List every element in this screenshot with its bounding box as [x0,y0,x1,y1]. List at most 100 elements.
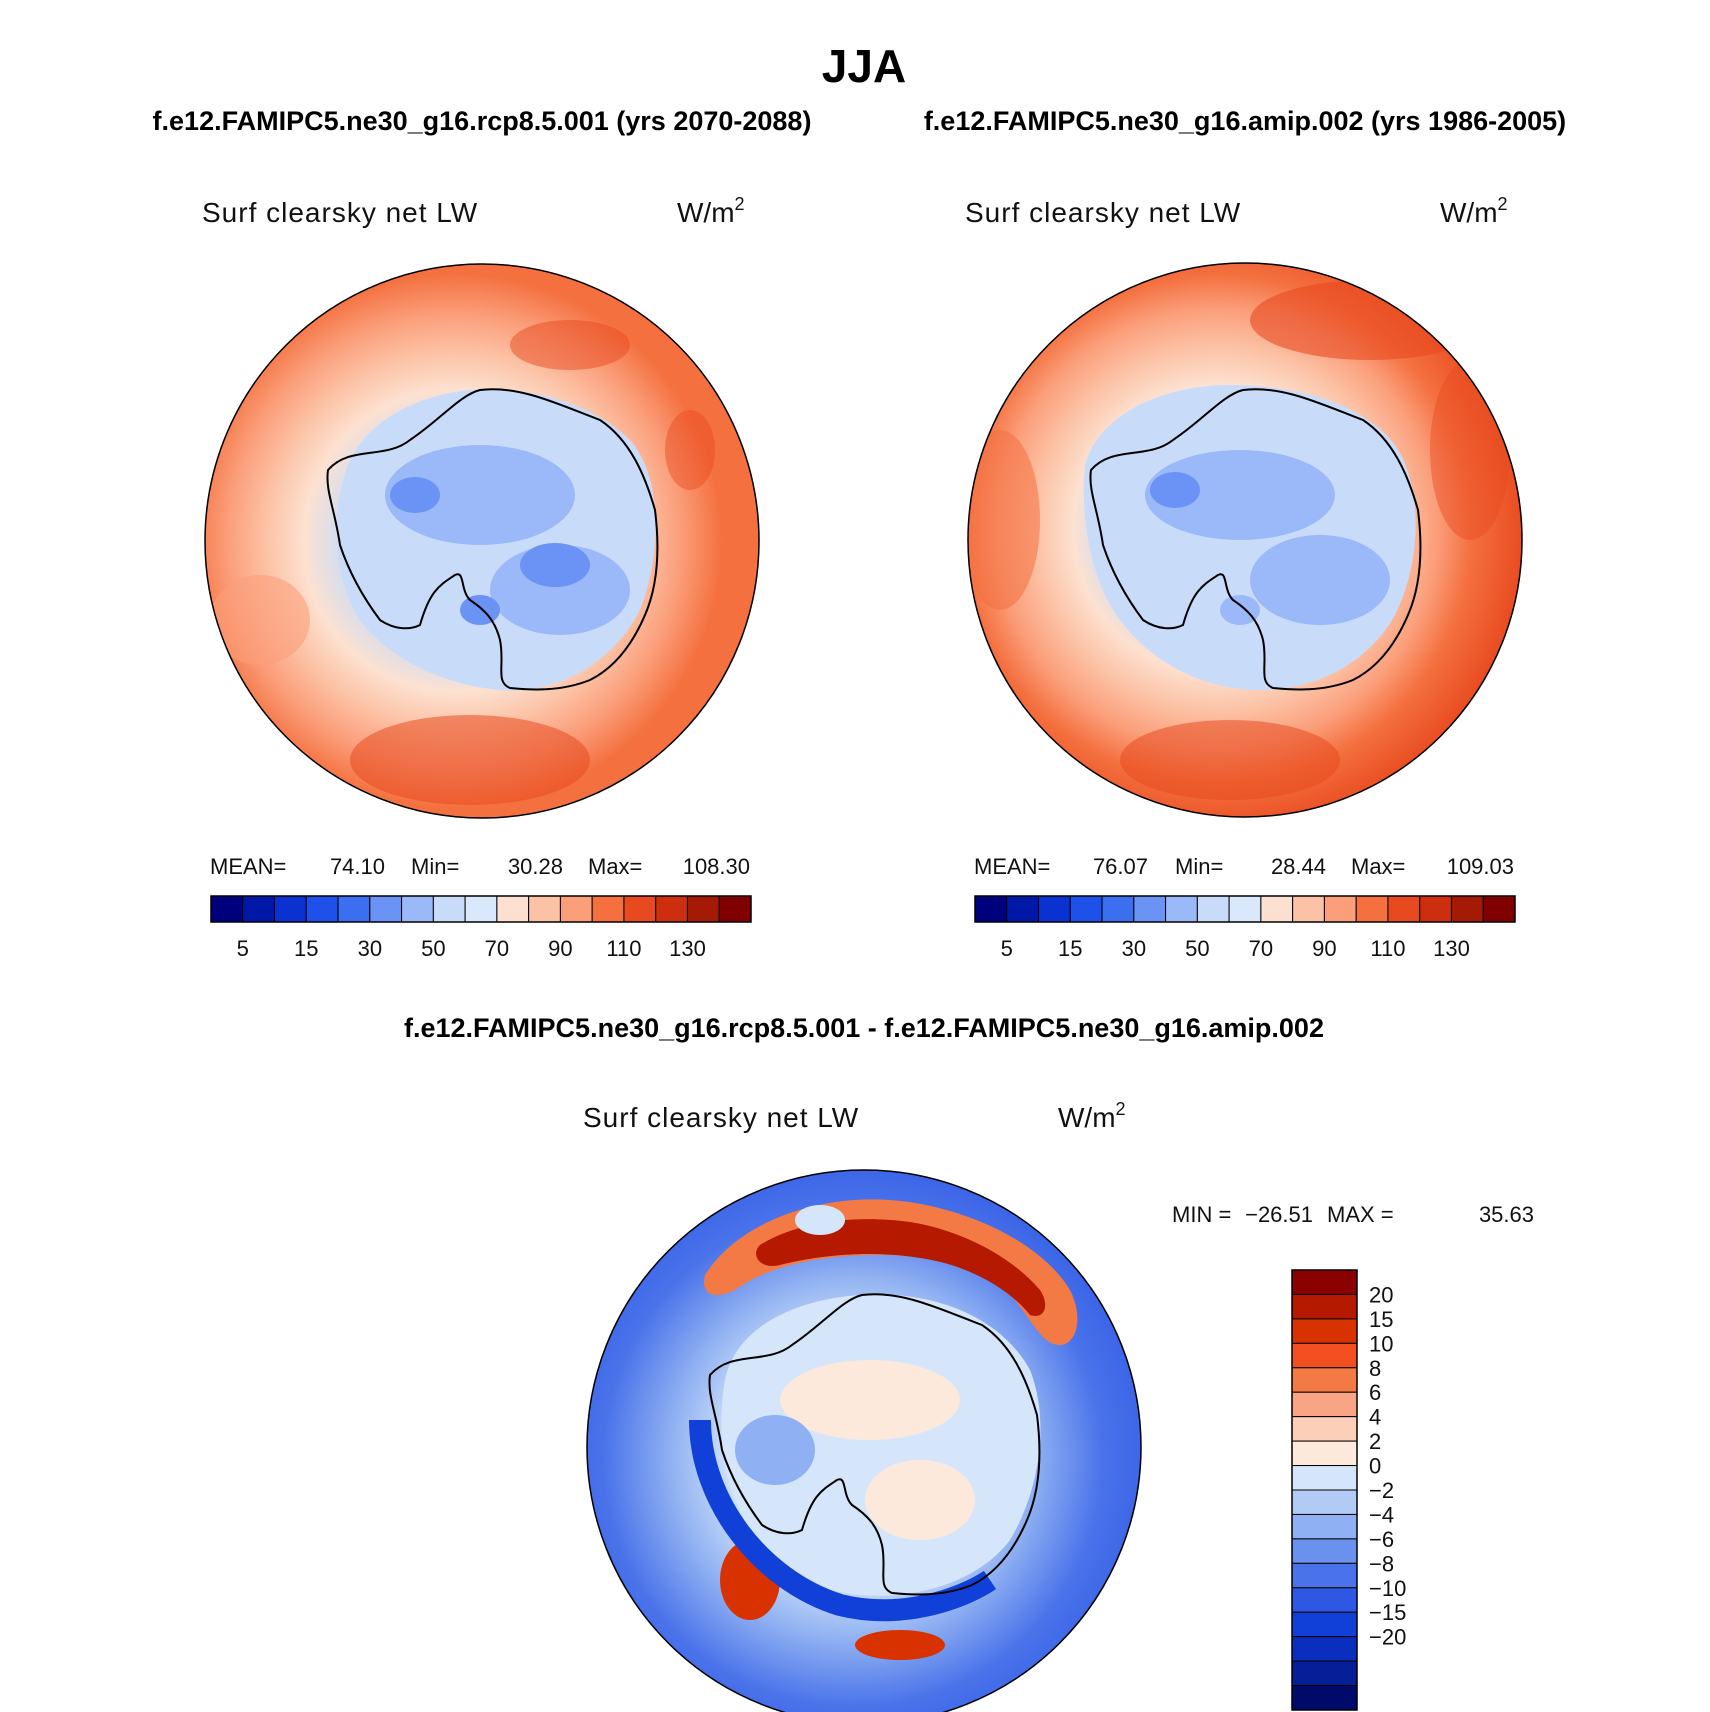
colorbar-a-swatch [655,895,688,923]
colorbar-b-swatch [1006,895,1040,923]
panel-c-min: −26.51 [1245,1202,1313,1227]
colorbar-a-frame [210,895,752,923]
colorbar-b-tick-label: 15 [1058,936,1082,961]
colorbar-b-tick-label: 30 [1122,936,1146,961]
panel-b-max-label: Max= [1351,854,1405,879]
panel-a-units: W/m2 [677,194,745,228]
colorbar-c-swatch [1291,1685,1358,1711]
colorbar-c-swatch [1291,1391,1358,1418]
colorbar-a-swatch [274,895,307,923]
panel-c-stats: MIN = −26.51 MAX = 35.63 [1172,1202,1534,1227]
colorbar-a-swatch [496,895,530,923]
colorbar-a-swatch [337,895,371,923]
colorbar-c-swatch [1291,1611,1358,1638]
colorbar-a-tick-label: 130 [669,936,706,961]
colorbar-c-swatch [1291,1587,1358,1613]
colorbar-a-swatch [464,895,498,923]
colorbar-c-tick-label: 15 [1369,1307,1393,1332]
colorbar-b-tick-label: 5 [1001,936,1013,961]
panel-b-variable: Surf clearsky net LW [965,197,1241,228]
colorbar-a-tick-label: 15 [294,936,318,961]
map-difference [586,1169,1142,1712]
colorbar-c-tick-label: −8 [1369,1551,1394,1576]
colorbar-b-swatch [1165,895,1198,923]
colorbar-c-tick-label: 20 [1369,1282,1393,1307]
colorbar-b-swatch [1260,895,1294,923]
panel-c-variable: Surf clearsky net LW [583,1102,859,1133]
panel-a-max: 108.30 [683,854,750,879]
colorbar-c-swatch [1291,1342,1358,1369]
colorbar-a-swatch [686,895,720,923]
panel-b-mean: 76.07 [1093,854,1148,879]
colorbar-b-tick-label: 110 [1370,936,1405,961]
panel-a-coastline [326,388,659,691]
colorbar-a-tick-label: 110 [606,936,641,961]
colorbar-c-tick-label: −20 [1369,1625,1406,1650]
colorbar-c-tick-label: 4 [1369,1405,1381,1430]
header-difference: f.e12.FAMIPC5.ne30_g16.rcp8.5.001 - f.e1… [404,1013,1324,1043]
colorbar-b-swatch [1482,895,1516,923]
colorbar-a-swatch [528,895,561,923]
panel-a-mean: 74.10 [330,854,385,879]
header-right-case: f.e12.FAMIPC5.ne30_g16.amip.002 (yrs 198… [924,106,1566,136]
colorbar-a-swatch [623,895,657,923]
panel-a-mean-label: MEAN= [210,854,286,879]
map-rcp85 [204,263,760,819]
colorbar-c-tick-label: 2 [1369,1429,1381,1454]
panel-b-stats: MEAN= 76.07 Min= 28.44 Max= 109.03 [974,854,1514,879]
colorbar-b-swatch [974,895,1008,923]
colorbar-c-tick-label: −4 [1369,1502,1394,1527]
colorbar-b-tick-label: 70 [1249,936,1273,961]
colorbar-b-swatch [1101,895,1135,923]
colorbar-b-swatch [1228,895,1262,923]
colorbar-b-frame [974,895,1516,923]
colorbar-c-swatch [1291,1269,1358,1295]
colorbar-a-tick-label: 70 [485,936,509,961]
colorbar-c-tick-label: 8 [1369,1356,1381,1381]
colorbar-c-tick-label: −2 [1369,1478,1394,1503]
colorbar-a-swatch [432,895,466,923]
colorbar-c-swatch [1291,1465,1358,1491]
colorbar-c-swatch [1291,1636,1358,1662]
colorbar-a-swatch [369,895,403,923]
colorbar-b-swatch [1292,895,1325,923]
colorbar-rcp85: 5 15 30 50 70 90 110 130 [210,895,752,961]
colorbar-c-swatch [1291,1440,1358,1467]
colorbar-a-swatch [305,895,339,923]
colorbar-c-swatch [1291,1538,1358,1564]
panel-b-mean-label: MEAN= [974,854,1050,879]
colorbar-c-tick-label: −6 [1369,1527,1394,1552]
colorbar-b-swatch [1038,895,1071,923]
colorbar-c-swatch [1291,1660,1358,1687]
colorbar-a-swatch [591,895,625,923]
colorbar-a-tick-label: 50 [421,936,445,961]
colorbar-b-swatch [1196,895,1230,923]
colorbar-c-swatch [1291,1513,1358,1540]
colorbar-b-tick-label: 90 [1312,936,1336,961]
panel-b-max: 109.03 [1447,854,1514,879]
panel-c-units: W/m2 [1058,1099,1126,1133]
colorbar-b-swatch [1355,895,1389,923]
panel-b-coastline [1089,388,1422,691]
panel-a-min-label: Min= [411,854,459,879]
panel-a-variable: Surf clearsky net LW [202,197,478,228]
colorbar-c-swatch [1291,1293,1358,1320]
panel-c-coastline [708,1293,1041,1596]
colorbar-b-tick-label: 130 [1433,936,1470,961]
panel-c-max: 35.63 [1479,1202,1534,1227]
colorbar-a-swatch [210,895,244,923]
colorbar-c-tick-label: −10 [1369,1576,1406,1601]
colorbar-c-tick-label: −15 [1369,1600,1406,1625]
colorbar-b-swatch [1069,895,1103,923]
colorbar-a-swatch [559,895,593,923]
colorbar-c-swatch [1291,1318,1358,1344]
colorbar-b-swatch [1450,895,1484,923]
colorbar-b-swatch [1323,895,1357,923]
colorbar-a-tick-label: 5 [237,936,249,961]
colorbar-c-frame [1291,1269,1358,1711]
panel-a-min: 30.28 [508,854,563,879]
panel-c-min-label: MIN = [1172,1202,1231,1227]
colorbar-b-swatch [1387,895,1421,923]
